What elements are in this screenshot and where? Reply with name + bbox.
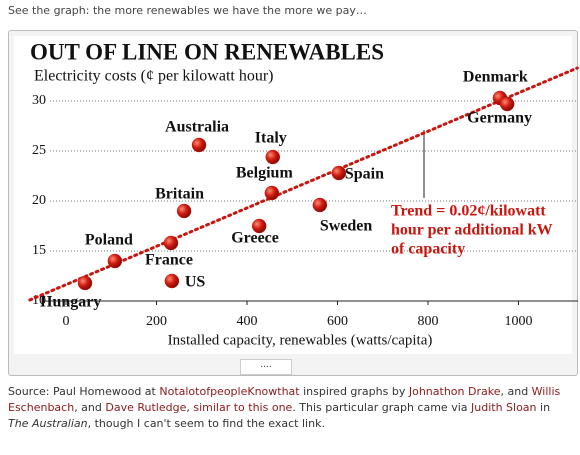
x-tick-label: 1000 — [504, 314, 532, 329]
annotation: Trend = 0.02¢/kilowatt — [391, 203, 546, 220]
x-tick-label: 0 — [63, 314, 70, 329]
source-fragment: in — [536, 401, 551, 414]
point — [107, 253, 123, 269]
y-tick-label: 25 — [32, 143, 46, 158]
link[interactable]: Johnathon Drake — [408, 385, 501, 398]
x-tick-label: 400 — [236, 314, 257, 329]
point — [251, 218, 267, 234]
link[interactable]: Willis Eschenbach — [8, 385, 561, 414]
point-label: Spain — [345, 166, 384, 183]
point-label: Belgium — [236, 165, 294, 182]
point — [265, 149, 281, 165]
point — [331, 165, 347, 181]
y-tick-label: 30 — [32, 93, 46, 108]
y-tick-label: 20 — [32, 193, 46, 208]
expand-button[interactable]: .... — [240, 359, 292, 375]
link[interactable]: Judith Sloan — [471, 401, 537, 414]
source-fragment: , though I can't seem to find the exact … — [87, 417, 325, 430]
point-label: Britain — [155, 186, 204, 203]
point-label: US — [185, 274, 206, 291]
point — [312, 197, 328, 213]
point-label: Germany — [467, 110, 532, 127]
point — [164, 273, 180, 289]
x-tick-label: 200 — [146, 314, 167, 329]
x-axis-title: Installed capacity, renewables (watts/ca… — [168, 332, 433, 348]
source-fragment: The Australian — [8, 417, 88, 430]
link[interactable]: NotalotofpeopleKnowthat — [159, 385, 300, 398]
point — [176, 203, 192, 219]
chart-title: OUT OF LINE ON RENEWABLES — [30, 39, 384, 64]
source-fragment: . This particular graph came via — [292, 401, 471, 414]
chart-subtitle: Electricity costs (¢ per kilowatt hour) — [34, 68, 273, 85]
point — [499, 96, 515, 112]
y-tick-label: 15 — [32, 243, 46, 258]
point — [163, 235, 179, 251]
point-label: Poland — [85, 232, 133, 249]
link[interactable]: Dave Rutledge — [105, 401, 187, 414]
point — [77, 275, 93, 291]
point-label: Australia — [165, 119, 229, 136]
point — [264, 185, 280, 201]
source-fragment: , — [186, 401, 194, 414]
caption: See the graph: the more renewables we ha… — [8, 4, 367, 17]
source-fragment: inspired graphs by — [299, 385, 409, 398]
source-fragment: , and — [74, 401, 106, 414]
source-text: Source: Paul Homewood at Notalotofpeople… — [8, 384, 568, 432]
x-tick-label: 800 — [417, 314, 438, 329]
point — [191, 137, 207, 153]
point-label: Hungary — [40, 294, 101, 311]
point-label: France — [145, 252, 193, 269]
annotation: of capacity — [391, 241, 465, 258]
source-fragment: Source: Paul Homewood at — [8, 385, 160, 398]
point-label: Sweden — [320, 218, 373, 235]
source-fragment: , and — [500, 385, 532, 398]
point-label: Greece — [231, 230, 279, 247]
point-label: Italy — [255, 130, 287, 147]
annotation: hour per additional kW — [391, 222, 553, 239]
link[interactable]: similar to this one — [193, 401, 293, 414]
point-label: Denmark — [463, 69, 528, 86]
x-tick-label: 600 — [327, 314, 348, 329]
